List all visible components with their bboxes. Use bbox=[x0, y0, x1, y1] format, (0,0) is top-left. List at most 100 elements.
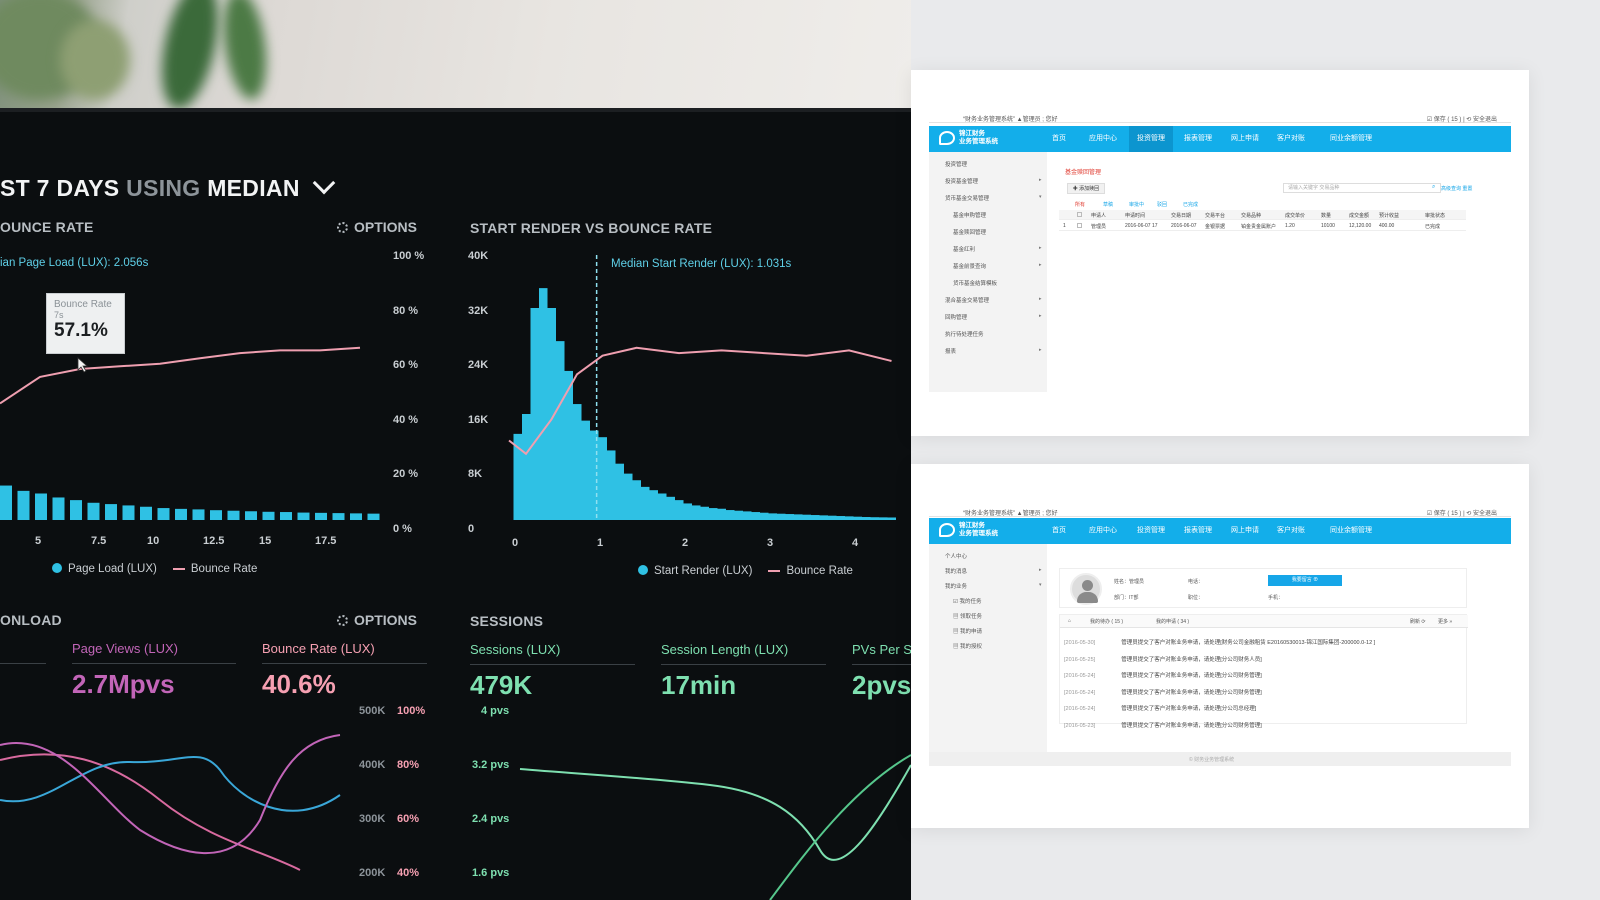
page-load-bar[interactable] bbox=[0, 485, 12, 520]
activity-item[interactable]: [2016-05-24] 管理员提交了客户对账业务申请，请处理[分公司财务管理] bbox=[1064, 688, 1262, 696]
start-render-bar[interactable] bbox=[675, 500, 684, 520]
page-load-bar[interactable] bbox=[35, 493, 47, 521]
status-tab[interactable]: 已完成 bbox=[1183, 202, 1199, 208]
page-load-bar[interactable] bbox=[332, 513, 345, 520]
more-link[interactable]: 更多 » bbox=[1438, 619, 1453, 625]
status-tab[interactable]: 审批中 bbox=[1129, 202, 1145, 208]
nav-item-0[interactable]: 首页 bbox=[1052, 135, 1066, 142]
page-load-bar[interactable] bbox=[367, 513, 380, 520]
start-render-bar[interactable] bbox=[641, 486, 650, 520]
select-all-checkbox[interactable] bbox=[1077, 212, 1082, 217]
page-load-bar[interactable] bbox=[315, 512, 327, 520]
page-load-bar[interactable] bbox=[70, 500, 82, 520]
panel-bounce-options-button[interactable]: OPTIONS bbox=[337, 219, 417, 235]
start-render-bar[interactable] bbox=[700, 506, 710, 520]
status-tab[interactable]: 草稿 bbox=[1103, 202, 1114, 208]
search-icon[interactable]: ⌕ bbox=[1432, 184, 1436, 190]
start-render-bar[interactable] bbox=[794, 514, 803, 520]
start-render-bar[interactable] bbox=[785, 514, 795, 520]
start-render-bar[interactable] bbox=[768, 513, 778, 520]
nav-item-1[interactable]: 应用中心 bbox=[1089, 527, 1117, 534]
activity-item[interactable]: [2016-05-23] 管理员提交了客户对账业务申请，请处理[分公司财务管理] bbox=[1064, 721, 1262, 729]
start-render-bar[interactable] bbox=[751, 512, 761, 520]
page-load-bar[interactable] bbox=[280, 512, 292, 520]
sidebar-item[interactable]: 回购管理 bbox=[945, 315, 968, 321]
start-render-bar[interactable] bbox=[836, 516, 846, 520]
nav-item-6[interactable]: 同业余额管理 bbox=[1330, 527, 1372, 534]
start-render-bar[interactable] bbox=[717, 508, 727, 520]
start-render-bar[interactable] bbox=[658, 493, 667, 521]
start-render-bar[interactable] bbox=[624, 473, 633, 520]
sidebar-item[interactable]: 基金前景查询 bbox=[953, 264, 987, 270]
start-render-bar[interactable] bbox=[615, 463, 625, 520]
page-load-bar[interactable] bbox=[122, 505, 135, 520]
page-load-bar[interactable] bbox=[245, 511, 257, 520]
sidebar-item[interactable]: 货币基金结算模板 bbox=[953, 281, 998, 287]
panel-download-options-button[interactable]: OPTIONS bbox=[337, 612, 417, 628]
nav-item-4[interactable]: 网上申请 bbox=[1231, 135, 1259, 142]
page-load-bar[interactable] bbox=[157, 508, 170, 520]
sidebar-item[interactable]: 我的业务 bbox=[945, 584, 968, 590]
sidebar-item[interactable]: 混合基金交易管理 bbox=[945, 298, 990, 304]
sidebar-item[interactable]: 基金红利 bbox=[953, 247, 976, 253]
admin1-search-input[interactable]: 请输入关键字 交易品种 bbox=[1283, 183, 1441, 193]
page-load-bar[interactable] bbox=[210, 510, 222, 520]
start-render-bar[interactable] bbox=[513, 433, 523, 520]
page-load-bar[interactable] bbox=[227, 510, 240, 520]
start-render-bar[interactable] bbox=[547, 308, 557, 520]
start-render-bar[interactable] bbox=[870, 517, 880, 520]
page-load-bar[interactable] bbox=[105, 504, 117, 520]
start-render-bar[interactable] bbox=[539, 288, 548, 520]
nav-item-1[interactable]: 应用中心 bbox=[1089, 135, 1117, 142]
page-load-bar[interactable] bbox=[297, 512, 310, 520]
tab-my-todo[interactable]: 我的待办 ( 15 ) bbox=[1090, 619, 1124, 625]
row-checkbox[interactable] bbox=[1077, 223, 1082, 228]
sidebar-item[interactable]: ▤ 我的申请 bbox=[953, 629, 983, 635]
nav-item-2[interactable]: 投资管理 bbox=[1129, 126, 1173, 152]
start-render-bar[interactable] bbox=[556, 341, 565, 520]
start-render-bar[interactable] bbox=[760, 512, 769, 520]
avatar[interactable] bbox=[1070, 573, 1102, 605]
page-load-bar[interactable] bbox=[192, 509, 205, 520]
sidebar-item[interactable]: 投资管理 bbox=[945, 162, 968, 168]
start-render-bar[interactable] bbox=[564, 370, 574, 520]
start-render-bar[interactable] bbox=[726, 510, 735, 520]
activity-item[interactable]: [2016-05-30] 管理员提交了客户对账业务申请，请处理[财务公司金融租赁 … bbox=[1064, 638, 1375, 646]
start-render-bar[interactable] bbox=[607, 450, 616, 520]
nav-item-5[interactable]: 客户对账 bbox=[1277, 135, 1305, 142]
refresh-button[interactable]: 刷新 ⟳ bbox=[1410, 619, 1426, 625]
sidebar-item[interactable]: ▤ 我的授权 bbox=[953, 644, 983, 650]
start-render-bar[interactable] bbox=[522, 414, 531, 520]
page-load-bar[interactable] bbox=[262, 511, 275, 520]
nav-item-2[interactable]: 投资管理 bbox=[1137, 527, 1165, 534]
start-render-bar[interactable] bbox=[811, 515, 820, 520]
sidebar-item[interactable]: 基金赎回管理 bbox=[953, 230, 987, 236]
start-render-bar[interactable] bbox=[777, 513, 786, 520]
start-render-bar[interactable] bbox=[819, 515, 829, 520]
activity-item[interactable]: [2016-05-24] 管理员提交了客户对账业务申请，请处理[分公司总经理] bbox=[1064, 704, 1256, 712]
start-render-bar[interactable] bbox=[598, 437, 608, 520]
start-render-bar[interactable] bbox=[649, 490, 659, 520]
start-render-bar[interactable] bbox=[692, 505, 701, 520]
sidebar-item[interactable]: 货币基金交易管理 bbox=[945, 196, 990, 202]
activity-item[interactable]: [2016-05-25] 管理员提交了客户对账业务申请，请处理[分公司财务人员] bbox=[1064, 655, 1262, 663]
status-tab[interactable]: 所有 bbox=[1075, 202, 1086, 208]
admin2-topbar-actions[interactable]: ☑ 保存 ( 15 ) | ⟲ 安全退出 bbox=[1426, 511, 1497, 517]
page-load-bar[interactable] bbox=[350, 513, 362, 520]
page-load-bar[interactable] bbox=[87, 502, 100, 520]
start-render-bar[interactable] bbox=[734, 510, 744, 520]
start-render-bar[interactable] bbox=[632, 480, 642, 520]
start-render-bar[interactable] bbox=[573, 404, 582, 520]
dashboard-title[interactable]: ST 7 DAYS USING MEDIAN bbox=[0, 171, 336, 202]
start-render-bar[interactable] bbox=[802, 514, 812, 520]
sidebar-item[interactable]: 基金申购管理 bbox=[953, 213, 987, 219]
start-render-bar[interactable] bbox=[887, 517, 897, 520]
start-render-bar[interactable] bbox=[879, 517, 888, 520]
admin1-search-links[interactable]: 高级查询 重置 bbox=[1441, 186, 1473, 192]
sidebar-item[interactable]: ▤ 领取任务 bbox=[953, 614, 983, 620]
activity-item[interactable]: [2016-05-24] 管理员提交了客户对账业务申请，请处理[分公司财务管理] bbox=[1064, 671, 1262, 679]
sidebar-item[interactable]: 个人中心 bbox=[945, 554, 968, 560]
page-load-bar[interactable] bbox=[175, 508, 187, 520]
chevron-down-icon[interactable] bbox=[313, 171, 336, 195]
start-render-bar[interactable] bbox=[683, 503, 693, 520]
